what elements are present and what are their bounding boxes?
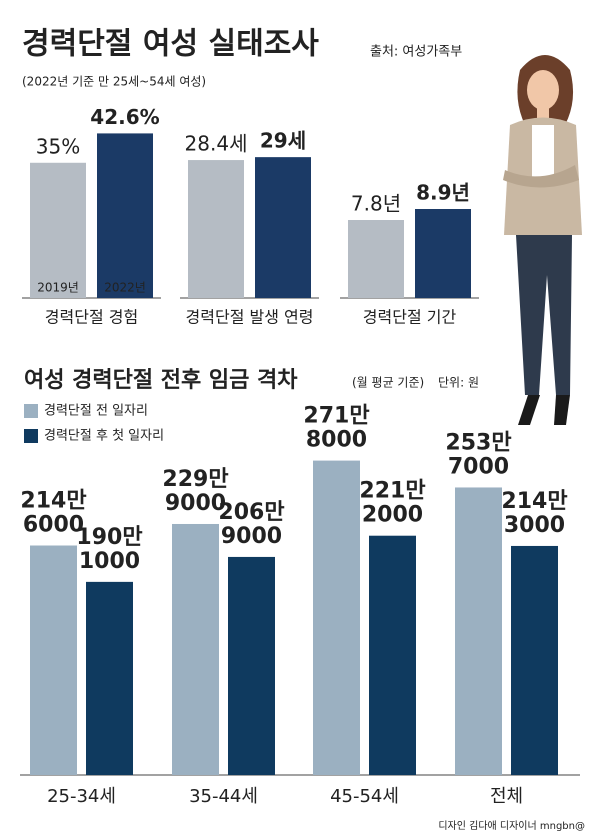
bar [97, 133, 153, 298]
value-label: 7000 [448, 454, 509, 479]
legend-label: 경력단절 전 일자리 [44, 404, 148, 419]
bar [172, 523, 219, 775]
page-title: 경력단절 여성 실태조사 [22, 27, 319, 62]
bar [313, 460, 360, 775]
bar [511, 545, 558, 775]
value-label: 7.8년 [351, 192, 401, 216]
series-label: 2022년 [104, 281, 146, 295]
value-label: 8000 [306, 428, 367, 453]
category-label: 경력단절 발생 연령 [186, 308, 314, 327]
value-label: 271만 [303, 404, 369, 429]
category-label: 45-54세 [330, 786, 399, 807]
subtitle: (2022년 기준 만 25세~54세 여성) [22, 75, 206, 89]
value-label: 3000 [504, 513, 565, 538]
value-label: 206만 [218, 500, 284, 525]
category-label: 경력단절 기간 [363, 308, 457, 327]
footer: 디자인 김다애 디자이너 mngbn@ [438, 820, 585, 832]
value-label: 214만 [20, 489, 86, 514]
bar [30, 162, 86, 298]
bar [415, 209, 471, 298]
category-label: 전체 [490, 786, 523, 807]
legend-swatch [24, 429, 38, 443]
bar [348, 220, 404, 298]
value-label: 229만 [162, 467, 228, 492]
bar [30, 545, 77, 775]
bar [455, 487, 502, 775]
value-label: 2000 [362, 503, 423, 528]
illustration [503, 55, 582, 425]
legend-label: 경력단절 후 첫 일자리 [44, 429, 164, 444]
source: 출처: 여성가족부 [370, 45, 462, 60]
value-label: 214만 [501, 489, 567, 514]
value-label: 190만 [76, 525, 142, 550]
bar [255, 157, 311, 298]
unit-note: 단위: 원 [438, 376, 479, 390]
value-label: 253만 [445, 430, 511, 455]
value-label: 221만 [359, 479, 425, 504]
value-label: 6000 [23, 513, 84, 538]
bar [86, 581, 133, 775]
bar [188, 160, 244, 298]
category-label: 경력단절 경험 [45, 308, 138, 327]
category-label: 35-44세 [189, 786, 258, 807]
chart-subtitle: (월 평균 기준) [352, 376, 424, 390]
value-label: 29세 [260, 129, 306, 153]
value-label: 42.6% [90, 105, 159, 129]
value-label: 1000 [79, 549, 140, 574]
category-label: 25-34세 [47, 786, 116, 807]
value-label: 35% [36, 134, 80, 158]
series-label: 2019년 [37, 281, 79, 295]
legend-swatch [24, 404, 38, 418]
value-label: 8.9년 [416, 181, 470, 205]
bar [228, 556, 275, 775]
chart-title: 여성 경력단절 전후 임금 격차 [24, 368, 298, 393]
value-label: 9000 [221, 524, 282, 549]
bar [369, 535, 416, 775]
value-label: 9000 [165, 491, 226, 516]
value-label: 28.4세 [185, 132, 248, 156]
